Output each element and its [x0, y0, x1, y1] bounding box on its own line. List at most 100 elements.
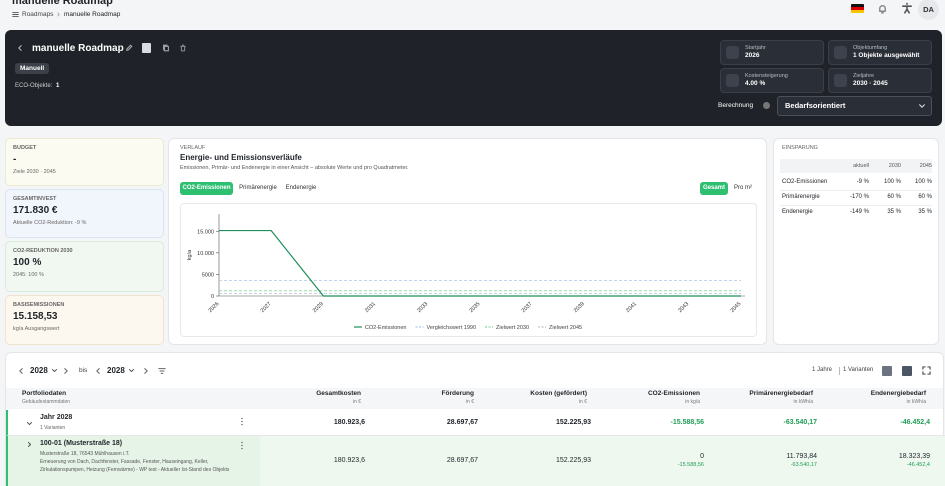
roadmap-title: manuelle Roadmap — [32, 43, 124, 54]
setting-card[interactable]: Zieljahre 2030 · 2045 — [828, 68, 932, 93]
from-dropdown[interactable] — [51, 367, 58, 374]
column-title: Portfoliodaten — [22, 390, 67, 397]
breadcrumb-sep-glyph — [57, 12, 60, 17]
column-title: Primärenergiebedarf — [749, 390, 813, 397]
filter[interactable] — [158, 367, 166, 375]
setting-card[interactable]: Kostensteigerung 4.00 % — [720, 68, 824, 93]
variants-summary: 1 Varianten — [843, 367, 874, 373]
mode-toggle[interactable]: Gesamt — [700, 182, 728, 195]
verlauf-card: VERLAUF Energie- und Emissionsverläufe Emi… — [168, 138, 767, 345]
expand[interactable] — [26, 441, 33, 448]
notifications[interactable] — [877, 3, 888, 14]
setting-label: Startjahr — [745, 45, 766, 51]
kpi-value: 171.830 € — [13, 205, 58, 216]
savings-title: EINSPARUNG — [782, 145, 818, 151]
savings-card: EINSPARUNG aktuell 2030 2045 CO2-Emissionen -… — [773, 138, 939, 345]
cell: 180.923,6 — [333, 457, 365, 464]
excel-export[interactable] — [142, 43, 151, 53]
filter-glyph — [158, 368, 166, 374]
column-title: Kosten (gefördert) — [530, 390, 587, 397]
setting-icon — [834, 74, 847, 87]
cell: -63.540,17 — [783, 419, 817, 426]
savings-col: 2030 — [888, 163, 901, 169]
kpi-value: 15.158,53 — [13, 311, 58, 322]
kpi-note: 2045: 100 % — [13, 272, 44, 278]
column-sub: in € — [465, 399, 474, 405]
fullscreen[interactable] — [922, 366, 931, 375]
avatar[interactable]: DA — [918, 0, 939, 20]
edit[interactable] — [125, 44, 133, 52]
series-line — [219, 229, 741, 297]
column-title: CO2-Emissionen — [647, 390, 700, 397]
language-flag[interactable] — [851, 4, 864, 13]
back[interactable] — [16, 44, 24, 52]
legend-label: Zielwert 2030 — [496, 325, 529, 331]
savings-row-label: CO2-Emissionen — [782, 179, 828, 185]
excel-export[interactable] — [882, 366, 892, 376]
setting-icon — [726, 74, 739, 87]
kpi-label: BUDGET — [13, 145, 37, 151]
setting-label: Zieljahre — [853, 73, 875, 79]
metric-tab[interactable]: Primärenergie — [239, 185, 277, 191]
object-row: 100-01 (Musterstraße 18) Musterstraße 18,… — [6, 436, 945, 486]
edit-glyph — [126, 44, 133, 51]
x-tick-label: 2031 — [364, 301, 377, 314]
metric-tab[interactable]: CO2-Emissionen — [180, 182, 233, 195]
prev-year[interactable] — [94, 367, 102, 375]
cell: 152.225,93 — [555, 457, 591, 464]
kpi-card: CO2-REDUKTION 2030 100 % 2045: 100 % — [5, 241, 164, 292]
expand[interactable] — [26, 420, 33, 427]
mode-toggle[interactable]: Pro m² — [734, 185, 752, 191]
setting-label: Kostensteigerung — [745, 73, 788, 79]
roadmap-icon-glyph — [12, 11, 19, 18]
cell-delta: -15.588,56 — [677, 462, 704, 468]
row-title: Jahr 2028 — [40, 414, 73, 421]
savings-cell: 100 % — [883, 179, 901, 185]
verlauf-title: Energie- und Emissionsverläufe — [180, 153, 302, 162]
setting-card[interactable]: Objektumfang 1 Objekte ausgewählt — [828, 40, 932, 65]
to-year[interactable]: 2028 — [107, 366, 125, 375]
from-year[interactable]: 2028 — [30, 366, 48, 375]
pdf-export[interactable] — [902, 366, 912, 376]
metric-tab[interactable]: Endenergie — [285, 185, 317, 191]
from-dropdown-glyph — [51, 368, 58, 373]
setting-value: 4.00 % — [745, 80, 766, 87]
row-menu[interactable] — [241, 417, 243, 426]
copy[interactable] — [162, 44, 170, 52]
calc-dropdown[interactable]: Bedarfsorientiert — [777, 96, 932, 116]
row-address: Musterstraße 18, 76543 Mühlhausen i.T. — [40, 451, 130, 457]
to-dropdown[interactable] — [128, 367, 135, 374]
column-sub: Gebäudestammdaten — [22, 399, 71, 405]
accessibility[interactable] — [901, 2, 913, 14]
setting-card[interactable]: Startjahr 2026 — [720, 40, 824, 65]
savings-cell: -9 % — [856, 179, 869, 185]
x-tick-label: 2035 — [469, 301, 482, 314]
next-year[interactable] — [62, 367, 70, 375]
breadcrumb[interactable]: Roadmaps — [22, 11, 54, 18]
object-panel — [8, 436, 260, 486]
dropdown-chevron-glyph — [919, 104, 925, 108]
setting-value: 2030 · 2045 — [853, 80, 888, 87]
setting-icon — [726, 46, 739, 59]
verlauf-kicker: VERLAUF — [180, 145, 206, 151]
prev-year[interactable] — [17, 367, 25, 375]
kpi-label: GESAMTINVEST — [13, 196, 57, 202]
cell: 152.225,93 — [555, 419, 591, 426]
column-sub: in kWh/a — [793, 399, 813, 405]
savings-cell: 35 % — [918, 209, 932, 215]
year-row: Jahr 2028 1 Varianten 180.923,6 28.697,67 15… — [6, 410, 945, 436]
column-title: Endenergiebedarf — [870, 390, 926, 397]
savings-cell: 100 % — [914, 179, 932, 185]
row-divider — [780, 190, 932, 191]
next-year[interactable] — [142, 367, 150, 375]
row-menu[interactable] — [241, 441, 243, 450]
row-title: 100-01 (Musterstraße 18) — [40, 440, 123, 447]
savings-col: aktuell — [853, 163, 869, 169]
setting-label: Objektumfang — [853, 45, 888, 51]
prev-year-glyph — [19, 368, 23, 374]
page-title: manuelle Roadmap — [12, 0, 113, 7]
years-summary: 1 Jahre — [812, 367, 833, 373]
x-tick-label: 2039 — [573, 301, 586, 314]
delete[interactable] — [179, 44, 187, 52]
